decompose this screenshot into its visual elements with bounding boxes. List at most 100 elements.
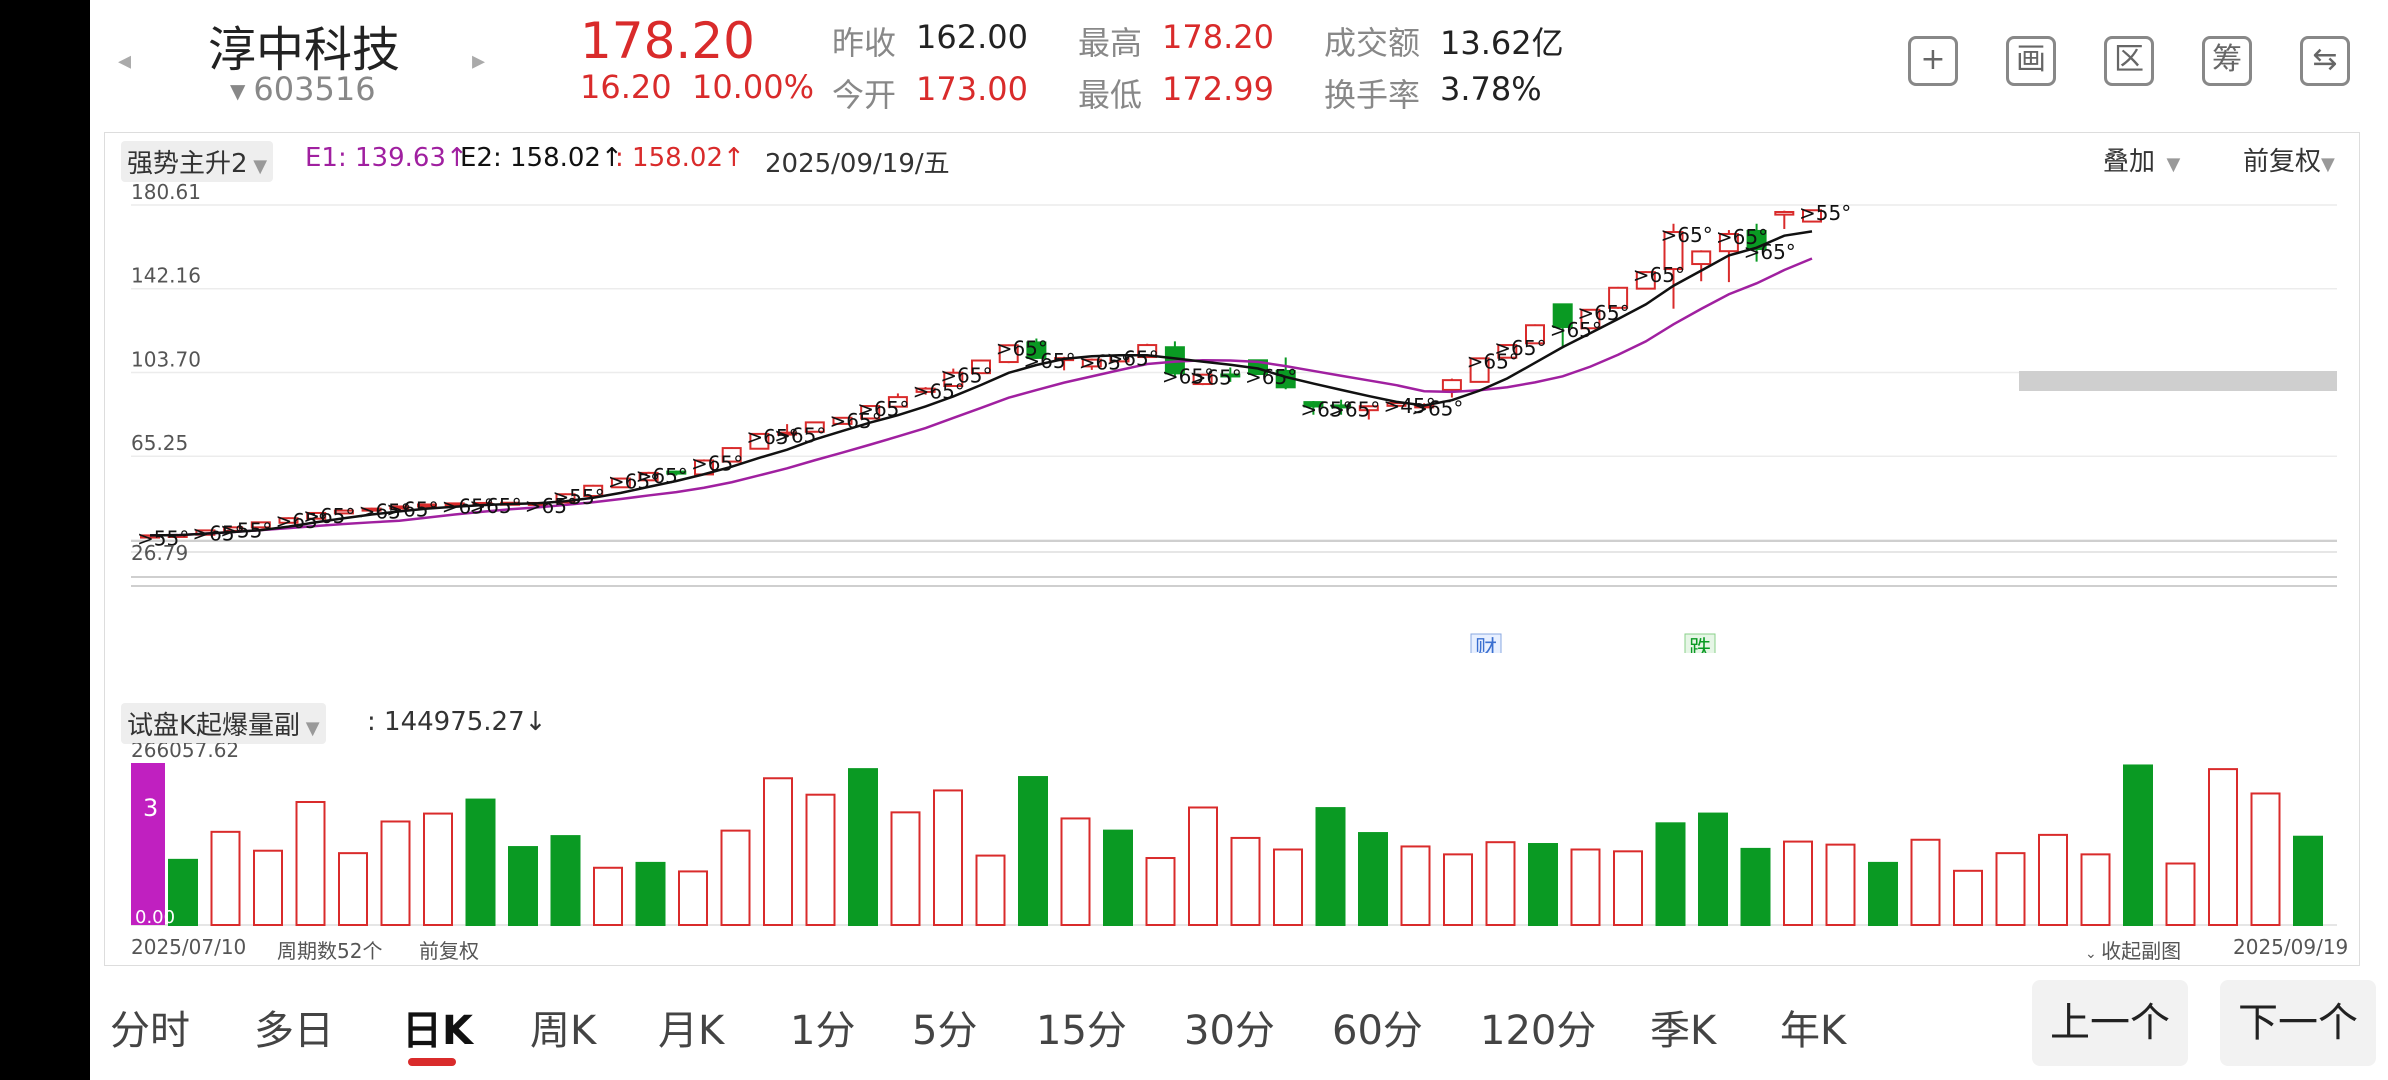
tab-30min[interactable]: 30分 <box>1184 1008 1275 1054</box>
tab-5min[interactable]: 5分 <box>912 1008 978 1054</box>
volume-bar[interactable] <box>933 789 963 926</box>
drop-marker[interactable]: 跌 <box>1684 633 1716 653</box>
candle[interactable] <box>1026 338 1047 359</box>
candle[interactable] <box>887 393 908 408</box>
candle[interactable] <box>1525 324 1545 345</box>
candle[interactable] <box>333 509 354 515</box>
volume-chart[interactable]: 266057.62 0.00 3 <box>105 743 2359 933</box>
prev-stock-arrow-icon[interactable]: ◂ <box>118 46 132 76</box>
switch-device-icon[interactable]: ⇆ <box>2300 36 2350 86</box>
candle[interactable] <box>943 368 964 388</box>
candle[interactable] <box>1081 358 1102 370</box>
volume-bar[interactable] <box>763 777 793 926</box>
volume-bar[interactable] <box>1613 850 1643 926</box>
candle[interactable] <box>1220 367 1241 382</box>
tab-120min[interactable]: 120分 <box>1480 1008 1597 1054</box>
candle[interactable] <box>1552 303 1573 349</box>
volume-bar[interactable] <box>1060 817 1091 926</box>
candle[interactable] <box>666 470 687 476</box>
adjust-selector[interactable]: 前复权▼ <box>2243 141 2335 178</box>
volume-bar[interactable] <box>1443 853 1473 926</box>
volume-bar[interactable] <box>2165 862 2196 926</box>
volume-bar[interactable] <box>1868 861 1898 926</box>
volume-bar[interactable] <box>338 852 368 926</box>
candle[interactable] <box>610 477 631 489</box>
volume-bar[interactable] <box>253 849 283 926</box>
range-icon[interactable]: 区 <box>2104 36 2154 86</box>
candle[interactable] <box>998 344 1019 364</box>
volume-bar[interactable] <box>2250 792 2281 927</box>
volume-bar[interactable] <box>1400 845 1431 926</box>
volume-bar[interactable] <box>720 829 751 926</box>
volume-bar[interactable] <box>295 801 326 926</box>
candle[interactable] <box>749 432 770 450</box>
candle[interactable] <box>1580 308 1601 330</box>
add-icon[interactable]: + <box>1908 36 1958 86</box>
candle[interactable] <box>361 507 382 512</box>
volume-bar[interactable] <box>848 768 878 926</box>
tab-daily-k[interactable]: 日K <box>402 1008 473 1054</box>
volume-bar[interactable] <box>1740 847 1771 926</box>
candle[interactable] <box>1608 286 1629 309</box>
stock-code-selector[interactable]: ▼ 603516 <box>230 70 376 108</box>
volume-bar[interactable] <box>593 866 623 926</box>
tab-1min[interactable]: 1分 <box>790 1008 856 1054</box>
candle[interactable] <box>1441 378 1462 398</box>
volume-bar[interactable] <box>1018 776 1048 927</box>
volume-bar[interactable] <box>635 861 666 926</box>
next-stock-arrow-icon[interactable]: ▸ <box>472 46 486 76</box>
volume-bar[interactable] <box>2038 833 2068 926</box>
candle[interactable] <box>777 424 798 437</box>
candle[interactable] <box>1469 357 1490 383</box>
candle[interactable] <box>306 511 327 520</box>
volume-bar[interactable] <box>1188 806 1218 926</box>
volume-bar[interactable] <box>2080 853 2111 926</box>
tab-monthly-k[interactable]: 月K <box>658 1008 725 1054</box>
finance-marker[interactable]: 财 <box>1470 633 1502 653</box>
candle[interactable] <box>1358 405 1379 420</box>
candle[interactable] <box>971 359 991 375</box>
tab-quarterly-k[interactable]: 季K <box>1650 1008 1717 1054</box>
sub-indicator-selector[interactable]: 试盘K起爆量副 ▼ <box>121 703 326 744</box>
volume-bar[interactable] <box>423 812 453 926</box>
volume-bar[interactable] <box>1995 852 2026 926</box>
volume-bar[interactable] <box>1953 869 1983 926</box>
volume-bar[interactable] <box>805 793 836 926</box>
tab-60min[interactable]: 60分 <box>1332 1008 1423 1054</box>
draw-icon[interactable]: 画 <box>2006 36 2056 86</box>
candle[interactable] <box>1497 344 1518 359</box>
volume-bar[interactable] <box>2293 835 2323 926</box>
candle[interactable] <box>1663 223 1684 309</box>
candle[interactable] <box>1303 401 1324 415</box>
candle[interactable] <box>638 471 659 482</box>
candle[interactable] <box>915 387 936 395</box>
volume-bar[interactable] <box>1783 840 1813 926</box>
volume-bar[interactable] <box>380 820 411 926</box>
volume-bar[interactable] <box>1273 848 1303 926</box>
kline-chart[interactable]: >55° >65°>55° >65°>65° >65°>65° >65°>65° >65°… <box>105 183 2359 653</box>
candle[interactable] <box>444 502 465 507</box>
candle[interactable] <box>804 421 825 433</box>
chips-icon[interactable]: 筹 <box>2202 36 2252 86</box>
volume-bar[interactable] <box>2208 768 2238 926</box>
collapse-sub-chart-button[interactable]: ⌄ 收起副图 <box>2085 935 2181 964</box>
candle[interactable] <box>250 521 271 529</box>
candle[interactable] <box>278 517 299 524</box>
tab-15min[interactable]: 15分 <box>1036 1008 1127 1054</box>
volume-bar[interactable] <box>210 830 241 926</box>
volume-bar[interactable] <box>1570 848 1601 926</box>
overlay-selector[interactable]: 叠加 ▼ <box>2103 141 2180 178</box>
candle[interactable] <box>389 505 410 510</box>
volume-bar[interactable] <box>168 858 198 926</box>
candle[interactable] <box>721 447 742 463</box>
volume-bar[interactable] <box>1655 822 1686 926</box>
candle[interactable] <box>1192 373 1213 386</box>
volume-bar[interactable] <box>678 870 708 926</box>
volume-bar[interactable] <box>1825 843 1856 926</box>
candle[interactable] <box>417 503 437 508</box>
volume-bar[interactable] <box>1358 832 1388 926</box>
candle[interactable] <box>1691 250 1712 282</box>
candle[interactable] <box>832 416 853 425</box>
volume-bar[interactable] <box>1485 841 1516 926</box>
tab-weekly-k[interactable]: 周K <box>530 1008 597 1054</box>
